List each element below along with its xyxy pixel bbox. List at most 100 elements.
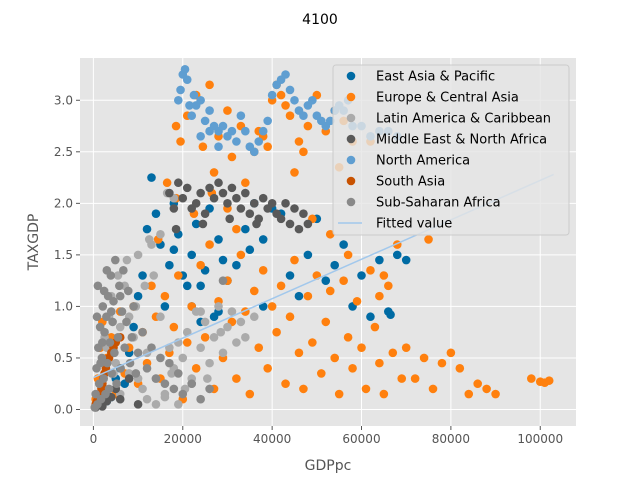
point-europe-central-asia: [410, 374, 420, 383]
point-north-america: [263, 116, 272, 126]
legend-label-south-asia: South Asia: [376, 175, 445, 190]
point-sub-saharan-africa: [105, 338, 115, 347]
point-north-america: [182, 75, 192, 84]
point-sub-saharan-africa: [108, 317, 117, 327]
point-east-asia-pacific: [241, 224, 250, 234]
point-middle-east-north-africa: [303, 219, 313, 229]
point-sub-saharan-africa: [142, 363, 152, 373]
point-europe-central-asia: [384, 281, 393, 291]
point-sub-saharan-africa: [109, 296, 118, 306]
point-europe-central-asia: [379, 389, 389, 399]
point-sub-saharan-africa: [174, 369, 183, 378]
point-north-america: [249, 147, 259, 157]
point-europe-central-asia: [299, 147, 308, 157]
point-north-america: [281, 70, 290, 79]
point-middle-east-north-africa: [223, 199, 232, 208]
point-east-asia-pacific: [218, 255, 228, 265]
point-europe-central-asia: [276, 90, 286, 100]
point-latin-america-caribbean: [223, 322, 232, 332]
point-europe-central-asia: [388, 348, 398, 358]
data-points: [90, 65, 554, 412]
point-europe-central-asia: [316, 369, 326, 378]
point-europe-central-asia: [267, 302, 277, 311]
point-europe-central-asia: [527, 374, 536, 383]
point-latin-america-caribbean: [249, 312, 259, 322]
point-middle-east-north-africa: [174, 178, 183, 188]
point-east-asia-pacific: [401, 255, 411, 265]
legend-label-east-asia-pacific: East Asia & Pacific: [376, 70, 495, 85]
point-sub-saharan-africa: [115, 291, 125, 301]
point-europe-central-asia: [303, 291, 313, 301]
point-sub-saharan-africa: [147, 343, 156, 352]
point-sub-saharan-africa: [122, 317, 131, 327]
point-middle-east-north-africa: [267, 199, 277, 208]
y-tick-label: 1.5: [54, 248, 73, 262]
point-sub-saharan-africa: [187, 379, 197, 389]
point-europe-central-asia: [241, 178, 250, 188]
point-europe-central-asia: [379, 271, 389, 280]
point-europe-central-asia: [258, 266, 268, 275]
point-north-america: [174, 95, 183, 105]
point-middle-east-north-africa: [241, 188, 250, 198]
point-middle-east-north-africa: [232, 193, 241, 203]
point-middle-east-north-africa: [245, 209, 255, 218]
point-north-america: [241, 126, 250, 136]
point-sub-saharan-africa: [100, 327, 109, 337]
point-north-america: [285, 85, 295, 95]
point-sub-saharan-africa: [120, 343, 129, 352]
point-east-asia-pacific: [386, 310, 395, 319]
point-middle-east-north-africa: [178, 193, 188, 203]
point-latin-america-caribbean: [122, 255, 132, 265]
point-sub-saharan-africa: [117, 307, 127, 316]
point-middle-east-north-africa: [198, 219, 208, 229]
x-tick-label: 40000: [253, 432, 291, 446]
point-europe-central-asia: [419, 353, 429, 363]
point-sub-saharan-africa: [102, 266, 112, 275]
point-latin-america-caribbean: [115, 322, 125, 332]
point-middle-east-north-africa: [227, 183, 237, 193]
point-europe-central-asia: [200, 333, 210, 342]
point-middle-east-north-africa: [214, 178, 223, 188]
point-middle-east-north-africa: [290, 204, 299, 213]
point-europe-central-asia: [160, 291, 170, 301]
point-east-asia-pacific: [142, 224, 152, 234]
point-sub-saharan-africa: [218, 276, 228, 285]
point-europe-central-asia: [232, 224, 241, 234]
point-latin-america-caribbean: [227, 307, 237, 316]
legend-label-north-america: North America: [376, 154, 470, 169]
point-sub-saharan-africa: [138, 327, 147, 337]
point-sub-saharan-africa: [111, 255, 120, 265]
point-north-america: [267, 90, 277, 100]
point-europe-central-asia: [325, 229, 335, 239]
point-europe-central-asia: [424, 235, 433, 244]
x-tick-label: 60000: [342, 432, 380, 446]
point-sub-saharan-africa: [93, 281, 103, 291]
point-latin-america-caribbean: [205, 358, 214, 368]
point-middle-east-north-africa: [182, 183, 192, 193]
point-europe-central-asia: [176, 137, 185, 146]
point-latin-america-caribbean: [196, 307, 205, 316]
point-europe-central-asia: [428, 384, 438, 394]
point-europe-central-asia: [174, 271, 183, 280]
point-sub-saharan-africa: [110, 348, 119, 358]
legend: East Asia & Pacific Europe & Central Asia…: [332, 64, 570, 236]
point-east-asia-pacific: [232, 260, 241, 270]
point-middle-east-north-africa: [281, 199, 290, 208]
point-europe-central-asia: [198, 142, 208, 151]
point-europe-central-asia: [245, 389, 255, 399]
point-europe-central-asia: [272, 327, 281, 337]
point-east-asia-pacific: [129, 322, 138, 332]
point-middle-east-north-africa: [236, 204, 246, 213]
point-sub-saharan-africa: [115, 281, 124, 291]
point-europe-central-asia: [281, 101, 290, 110]
point-europe-central-asia: [205, 240, 214, 249]
point-europe-central-asia: [281, 379, 290, 389]
point-middle-east-north-africa: [294, 224, 304, 234]
point-latin-america-caribbean: [156, 312, 165, 322]
legend-label-latin-america-caribbean: Latin America & Caribbean: [376, 112, 551, 127]
point-europe-central-asia: [223, 106, 232, 115]
point-latin-america-caribbean: [133, 250, 143, 260]
point-east-asia-pacific: [165, 260, 174, 270]
point-europe-central-asia: [397, 374, 407, 383]
